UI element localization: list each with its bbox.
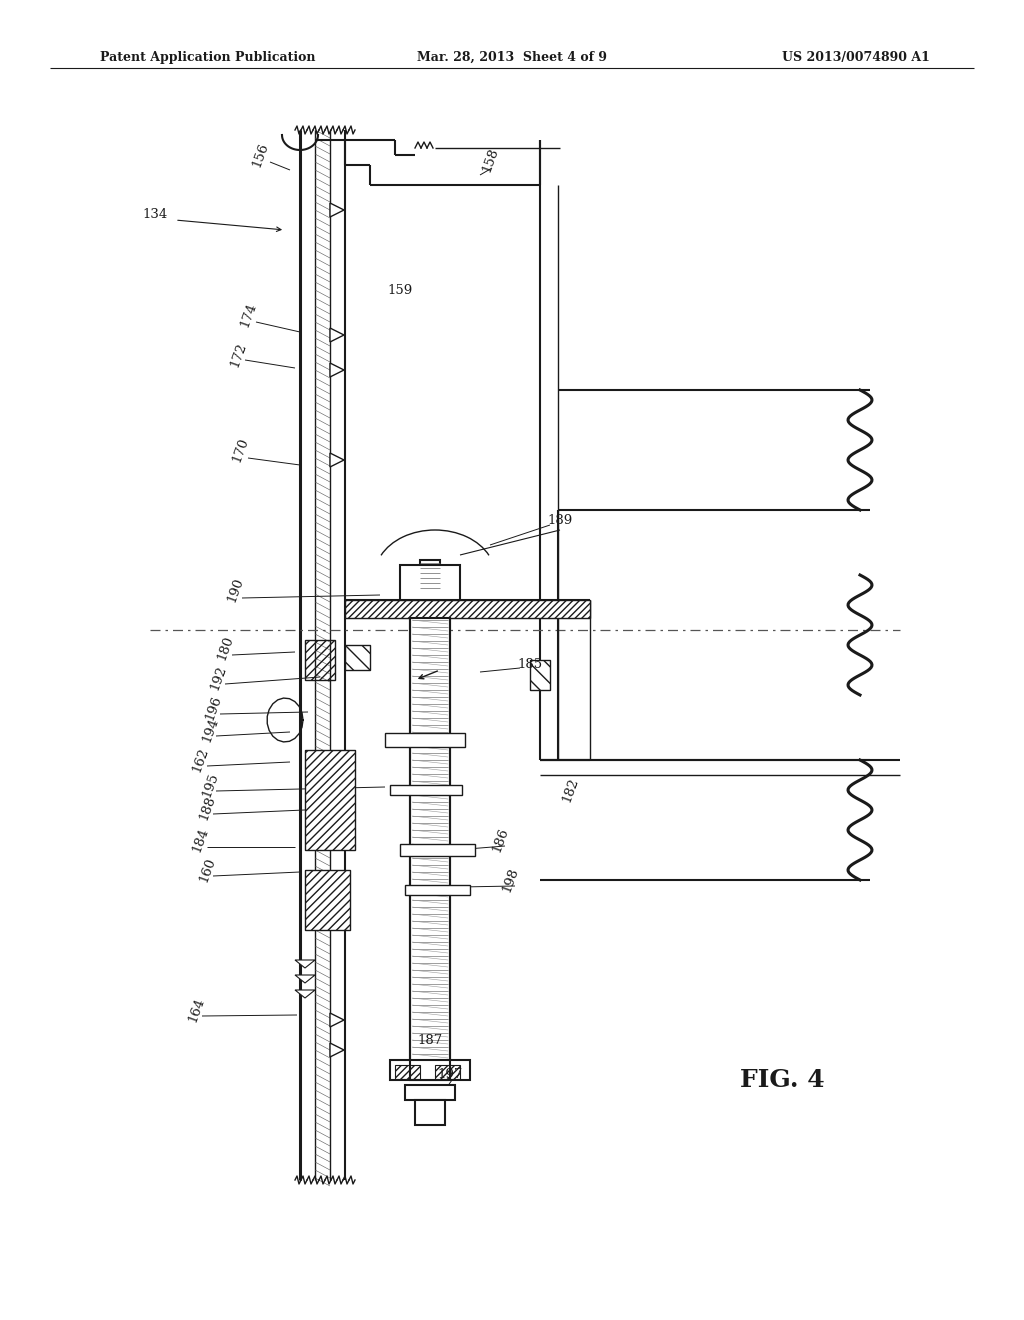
Polygon shape xyxy=(295,960,315,968)
Text: 185: 185 xyxy=(517,659,543,672)
Polygon shape xyxy=(295,975,315,983)
Bar xyxy=(305,640,335,680)
Bar xyxy=(415,1100,445,1125)
Bar xyxy=(530,660,550,690)
Text: 172: 172 xyxy=(227,341,249,370)
Bar xyxy=(400,843,475,855)
Bar xyxy=(435,1065,460,1078)
Bar xyxy=(385,733,465,747)
Text: 180: 180 xyxy=(215,634,236,663)
Polygon shape xyxy=(330,327,344,342)
Bar xyxy=(305,750,355,850)
Polygon shape xyxy=(330,1043,344,1057)
Polygon shape xyxy=(330,363,344,378)
Polygon shape xyxy=(330,1012,344,1027)
Text: 198: 198 xyxy=(500,866,520,894)
Bar xyxy=(305,870,350,931)
Bar xyxy=(420,560,440,595)
Text: 188: 188 xyxy=(197,793,217,822)
Text: 156: 156 xyxy=(250,141,270,169)
Bar xyxy=(345,601,590,618)
Bar xyxy=(345,645,370,671)
Bar xyxy=(406,1085,455,1100)
Text: 184: 184 xyxy=(189,826,210,854)
Text: 194: 194 xyxy=(200,715,220,744)
Text: 182: 182 xyxy=(559,776,581,804)
Polygon shape xyxy=(295,990,315,998)
Text: FIG. 4: FIG. 4 xyxy=(740,1068,824,1092)
Text: Patent Application Publication: Patent Application Publication xyxy=(100,50,315,63)
Bar xyxy=(395,1065,420,1078)
Bar xyxy=(406,884,470,895)
Text: 195: 195 xyxy=(200,771,220,799)
Text: 134: 134 xyxy=(142,209,168,222)
Text: US 2013/0074890 A1: US 2013/0074890 A1 xyxy=(782,50,930,63)
Text: Mar. 28, 2013  Sheet 4 of 9: Mar. 28, 2013 Sheet 4 of 9 xyxy=(417,50,607,63)
Text: 159: 159 xyxy=(387,284,413,297)
Text: 158: 158 xyxy=(479,147,501,174)
Text: 189: 189 xyxy=(548,513,572,527)
Text: 160: 160 xyxy=(197,855,217,884)
Polygon shape xyxy=(330,453,344,467)
Polygon shape xyxy=(330,203,344,216)
Text: 192: 192 xyxy=(208,664,228,692)
Text: 174: 174 xyxy=(238,301,258,329)
Bar xyxy=(345,645,370,671)
Bar xyxy=(305,750,355,850)
Text: 196: 196 xyxy=(203,694,223,722)
Bar xyxy=(400,565,460,601)
Text: 164: 164 xyxy=(185,995,207,1024)
Text: 170: 170 xyxy=(229,436,251,465)
Text: 187: 187 xyxy=(418,1034,442,1047)
Bar xyxy=(530,660,550,690)
Bar xyxy=(305,870,350,931)
Bar xyxy=(410,618,450,1080)
Text: 190: 190 xyxy=(224,576,246,605)
Text: 162: 162 xyxy=(189,746,210,774)
Bar xyxy=(390,1060,470,1080)
Text: 197: 197 xyxy=(437,1068,463,1081)
Text: 186: 186 xyxy=(489,826,510,854)
Bar xyxy=(390,785,462,795)
